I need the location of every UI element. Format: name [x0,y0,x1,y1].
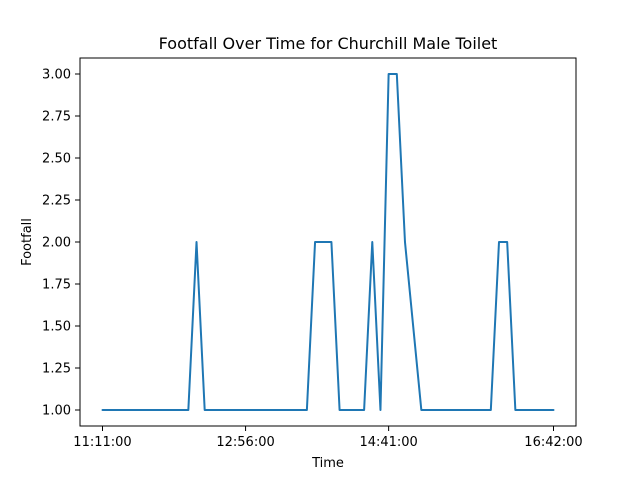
y-tick-label: 2.00 [42,236,71,251]
y-tick-label: 3.00 [42,68,71,83]
y-tick-label: 2.25 [42,194,71,209]
footfall-series-line [101,73,555,411]
x-tick-label: 12:56:00 [216,435,274,450]
y-axis-label: Footfall [20,218,35,266]
x-tick-label: 16:42:00 [524,435,582,450]
chart-title: Footfall Over Time for Churchill Male To… [159,34,498,53]
y-tick-label: 1.50 [42,320,71,335]
y-axis-ticks: 1.00 1.25 1.50 1.75 2.00 2.25 2.50 2.75 3.00 [42,68,80,419]
y-tick-label: 1.00 [42,404,71,419]
x-axis-label: Time [311,456,344,471]
y-tick-label: 2.50 [42,152,71,167]
y-tick-label: 2.75 [42,110,71,125]
x-tick-label: 11:11:00 [73,435,131,450]
plot-frame [79,57,577,427]
x-tick-label: 14:41:00 [359,435,417,450]
x-axis-ticks: 11:11:00 12:56:00 14:41:00 16:42:00 [73,426,583,450]
y-tick-label: 1.25 [42,362,71,377]
y-tick-label: 1.75 [42,278,71,293]
